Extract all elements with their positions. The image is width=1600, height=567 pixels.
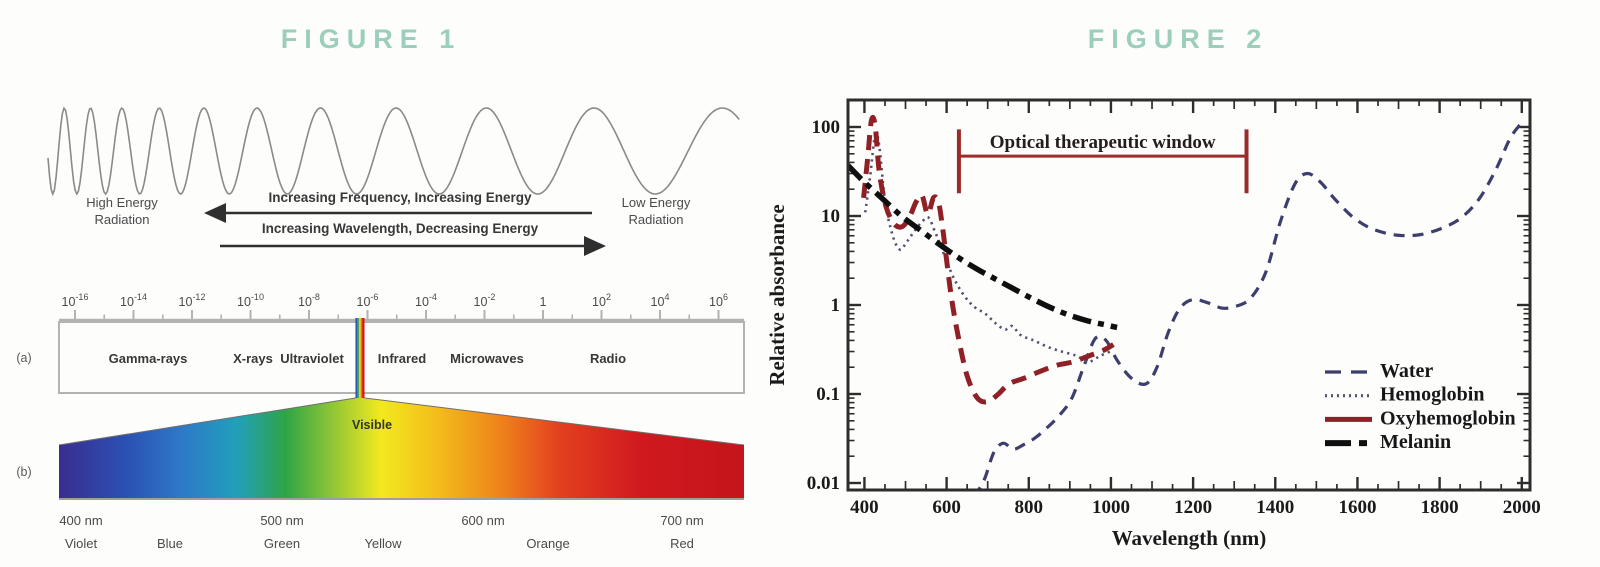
- wavelength-nm-label: 700 nm: [660, 513, 703, 528]
- x-axis-title: Wavelength (nm): [1112, 526, 1267, 550]
- band-label: X-rays: [233, 351, 273, 366]
- x-tick-label: 800: [1015, 497, 1044, 518]
- series-group: [848, 114, 1524, 490]
- plot-frame: [846, 98, 1532, 492]
- ruler-tick-label: 10-10: [237, 292, 264, 309]
- wavelength-color-label: Yellow: [364, 536, 402, 551]
- high-energy-label: Radiation: [95, 212, 150, 227]
- x-tick-label: 1000: [1092, 497, 1130, 518]
- ruler-tick-label: 1: [540, 295, 547, 309]
- fan-edge-left: [58, 397, 356, 446]
- wavelength-color-label: Green: [264, 536, 300, 551]
- ruler-tick-label: 10-8: [298, 292, 320, 309]
- figure2-title: FIGURE 2: [1087, 24, 1269, 54]
- band-box: [58, 321, 745, 394]
- wavelength-color-label: Violet: [65, 536, 98, 551]
- right-arrowhead-icon: [584, 236, 606, 256]
- series-hemoglobin: [863, 132, 1114, 364]
- wavelength-color-label: Blue: [157, 536, 183, 551]
- ruler-tick-label: 102: [592, 292, 611, 309]
- x-tick-label: 1400: [1256, 497, 1294, 518]
- ruler-tick-label: 10-14: [120, 292, 147, 309]
- visible-label: Visible: [352, 418, 392, 432]
- ruler-tick-label: 10-16: [62, 292, 89, 309]
- series-oxyhemoglobin: [861, 114, 1115, 405]
- x-tick-label: 1200: [1174, 497, 1212, 518]
- wavelength-nm-label: 500 nm: [260, 513, 303, 528]
- legend-label: Oxyhemoglobin: [1380, 407, 1516, 429]
- x-tick-label: 400: [850, 497, 879, 518]
- x-tick-label: 2000: [1503, 497, 1541, 518]
- ruler-tick-label: 10-2: [474, 292, 496, 309]
- y-tick-label: 1: [831, 295, 841, 316]
- legend-label: Melanin: [1380, 431, 1451, 453]
- frequency-arrow-label: Increasing Frequency, Increasing Energy: [268, 190, 532, 205]
- wavelength-color-label: Red: [670, 536, 694, 551]
- figure1-title: FIGURE 1: [280, 24, 462, 54]
- figure1-em-spectrum-diagram: High Energy Radiation Low Energy Radiation I…: [16, 106, 745, 551]
- high-energy-label: High Energy: [86, 195, 158, 210]
- series-melanin: [848, 163, 1118, 331]
- ruler-tick-label: 104: [651, 292, 670, 309]
- band-label: Radio: [590, 351, 626, 366]
- band-label: Gamma-rays: [109, 351, 188, 366]
- y-tick-label: 100: [812, 117, 841, 138]
- visible-fan: [59, 398, 744, 445]
- row-b-label: (b): [16, 465, 31, 479]
- row-a-label: (a): [16, 351, 31, 365]
- y-axis-title: Relative absorbance: [765, 204, 789, 385]
- wavelength-color-label: Orange: [526, 536, 569, 551]
- band-label: Microwaves: [450, 351, 524, 366]
- x-tick-label: 1600: [1338, 497, 1376, 518]
- x-tick-label: 600: [932, 497, 961, 518]
- y-tick-label: 10: [821, 206, 840, 227]
- ruler-tick-label: 106: [709, 292, 728, 309]
- wavelength-arrow-label: Increasing Wavelength, Decreasing Energy: [262, 221, 539, 236]
- therapeutic-window-label: Optical therapeutic window: [990, 132, 1216, 153]
- x-tick-label: 1800: [1421, 497, 1459, 518]
- figure2-absorbance-chart: 400 600 800 1000 1200 1400 1600 1800 2000 Wavelen…: [765, 98, 1541, 550]
- low-energy-label: Low Energy: [622, 195, 691, 210]
- y-tick-label: 0.1: [816, 384, 840, 405]
- low-energy-label: Radiation: [629, 212, 684, 227]
- ruler-tick-label: 10-4: [415, 292, 437, 309]
- visible-spectrum-band: [59, 445, 744, 498]
- wavelength-nm-label: 600 nm: [461, 513, 504, 528]
- visible-strip: [355, 318, 365, 398]
- em-wave-decreasing-frequency: [47, 106, 740, 197]
- y-tick-label: 0.01: [807, 473, 840, 494]
- band-label: Ultraviolet: [280, 351, 344, 366]
- ruler-tick-label: 10-12: [179, 292, 206, 309]
- fan-edge-right: [364, 397, 745, 446]
- legend-label: Hemoglobin: [1380, 384, 1484, 406]
- band-label: Infrared: [378, 351, 426, 366]
- legend-label: Water: [1380, 360, 1433, 382]
- series-water: [976, 121, 1524, 490]
- ruler-tick-label: 10-6: [357, 292, 379, 309]
- left-arrowhead-icon: [204, 203, 226, 223]
- wavelength-nm-label: 400 nm: [59, 513, 102, 528]
